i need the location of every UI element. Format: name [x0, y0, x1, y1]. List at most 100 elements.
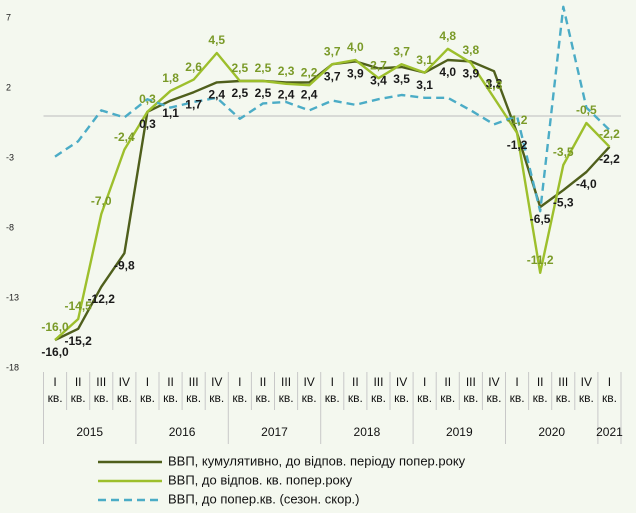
x-tick-suffix: кв. [486, 391, 501, 405]
y-tick-label: -3 [6, 152, 14, 162]
x-tick-suffix: кв. [348, 391, 363, 405]
data-label: 1,8 [162, 71, 179, 85]
x-tick-label: I [515, 375, 518, 389]
x-tick-label: III [373, 375, 383, 389]
x-tick-suffix: кв. [533, 391, 548, 405]
data-label: 4,0 [347, 40, 364, 54]
data-label: 1,1 [162, 106, 179, 120]
data-label: -5,3 [553, 195, 574, 209]
data-label: 4,8 [439, 29, 456, 43]
x-tick-suffix: кв. [325, 391, 340, 405]
x-tick-label: IV [581, 375, 592, 389]
x-tick-suffix: кв. [186, 391, 201, 405]
x-tick-label: II [352, 375, 359, 389]
x-tick-label: IV [488, 375, 499, 389]
x-tick-suffix: кв. [117, 391, 132, 405]
y-tick-label: -18 [6, 362, 19, 372]
year-label: 2021 [596, 425, 623, 439]
year-label: 2018 [354, 425, 381, 439]
data-label: 1,3 [486, 78, 503, 92]
x-tick-label: I [146, 375, 149, 389]
x-tick-suffix: кв. [463, 391, 478, 405]
legend-label: ВВП, до відпов. кв. попер.року [168, 472, 353, 487]
data-label: 2,2 [301, 65, 318, 79]
x-tick-suffix: кв. [232, 391, 247, 405]
data-label: -2,2 [599, 152, 620, 166]
x-tick-label: III [189, 375, 199, 389]
x-tick-label: I [331, 375, 334, 389]
data-label: -16,0 [41, 320, 69, 334]
x-tick-suffix: кв. [209, 391, 224, 405]
data-label: 2,5 [232, 86, 249, 100]
x-tick-label: III [466, 375, 476, 389]
data-label: 3,7 [393, 44, 410, 58]
x-tick-label: IV [211, 375, 222, 389]
x-tick-label: I [53, 375, 56, 389]
x-tick-suffix: кв. [440, 391, 455, 405]
x-tick-suffix: кв. [602, 391, 617, 405]
x-tick-suffix: кв. [279, 391, 294, 405]
data-label: 3,2 [486, 76, 503, 90]
data-label: 3,9 [463, 67, 480, 81]
data-label: 2,5 [232, 61, 249, 75]
x-tick-label: I [238, 375, 241, 389]
data-label: 2,5 [255, 61, 272, 75]
data-label: 2,4 [278, 88, 295, 102]
data-label: 0,3 [139, 92, 156, 106]
x-tick-label: II [75, 375, 82, 389]
data-label: -12,2 [88, 292, 116, 306]
data-label: 2,6 [185, 60, 202, 74]
data-label: 3,1 [416, 53, 433, 67]
x-tick-label: III [96, 375, 106, 389]
data-label: 3,7 [324, 69, 341, 83]
x-tick-suffix: кв. [255, 391, 270, 405]
y-tick-label: 7 [6, 12, 11, 22]
data-label: 1,7 [185, 97, 202, 111]
data-label: 3,1 [416, 78, 433, 92]
data-label: -2,4 [114, 130, 135, 144]
data-label: 0,3 [139, 117, 156, 131]
year-label: 2016 [169, 425, 196, 439]
year-label: 2015 [76, 425, 103, 439]
data-label: 3,8 [463, 43, 480, 57]
x-tick-label: III [281, 375, 291, 389]
data-label: 2,4 [301, 88, 318, 102]
x-tick-suffix: кв. [94, 391, 109, 405]
data-label: 2,4 [208, 88, 225, 102]
data-label: -2,2 [599, 127, 620, 141]
x-tick-suffix: кв. [48, 391, 63, 405]
x-tick-label: II [260, 375, 267, 389]
data-label: 3,9 [347, 67, 364, 81]
data-label: -15,2 [64, 334, 92, 348]
x-tick-suffix: кв. [510, 391, 525, 405]
data-label: -11,2 [527, 253, 554, 267]
data-label: -3,5 [553, 145, 574, 159]
x-tick-label: II [537, 375, 544, 389]
x-tick-label: IV [119, 375, 130, 389]
x-tick-label: III [558, 375, 568, 389]
data-label: -6,5 [530, 212, 551, 226]
data-label: 2,3 [278, 64, 295, 78]
x-tick-suffix: кв. [394, 391, 409, 405]
y-tick-label: -13 [6, 292, 19, 302]
data-label: 3,5 [393, 72, 410, 86]
y-tick-label: 2 [6, 82, 11, 92]
x-tick-label: I [608, 375, 611, 389]
data-label: -4,0 [576, 177, 597, 191]
x-tick-label: II [167, 375, 174, 389]
data-label: -0,5 [576, 103, 597, 117]
year-label: 2019 [446, 425, 473, 439]
data-label: -9,8 [114, 258, 135, 272]
data-label: -14,5 [64, 299, 92, 313]
data-label: -16,0 [41, 345, 69, 359]
data-label: 2,5 [255, 86, 272, 100]
data-label: 3,4 [370, 74, 387, 88]
x-tick-label: I [423, 375, 426, 389]
series-line [54, 47, 611, 341]
y-tick-label: -8 [6, 222, 14, 232]
year-label: 2017 [261, 425, 288, 439]
series-line [54, 5, 611, 213]
x-tick-suffix: кв. [163, 391, 178, 405]
data-label: 4,5 [208, 33, 225, 47]
